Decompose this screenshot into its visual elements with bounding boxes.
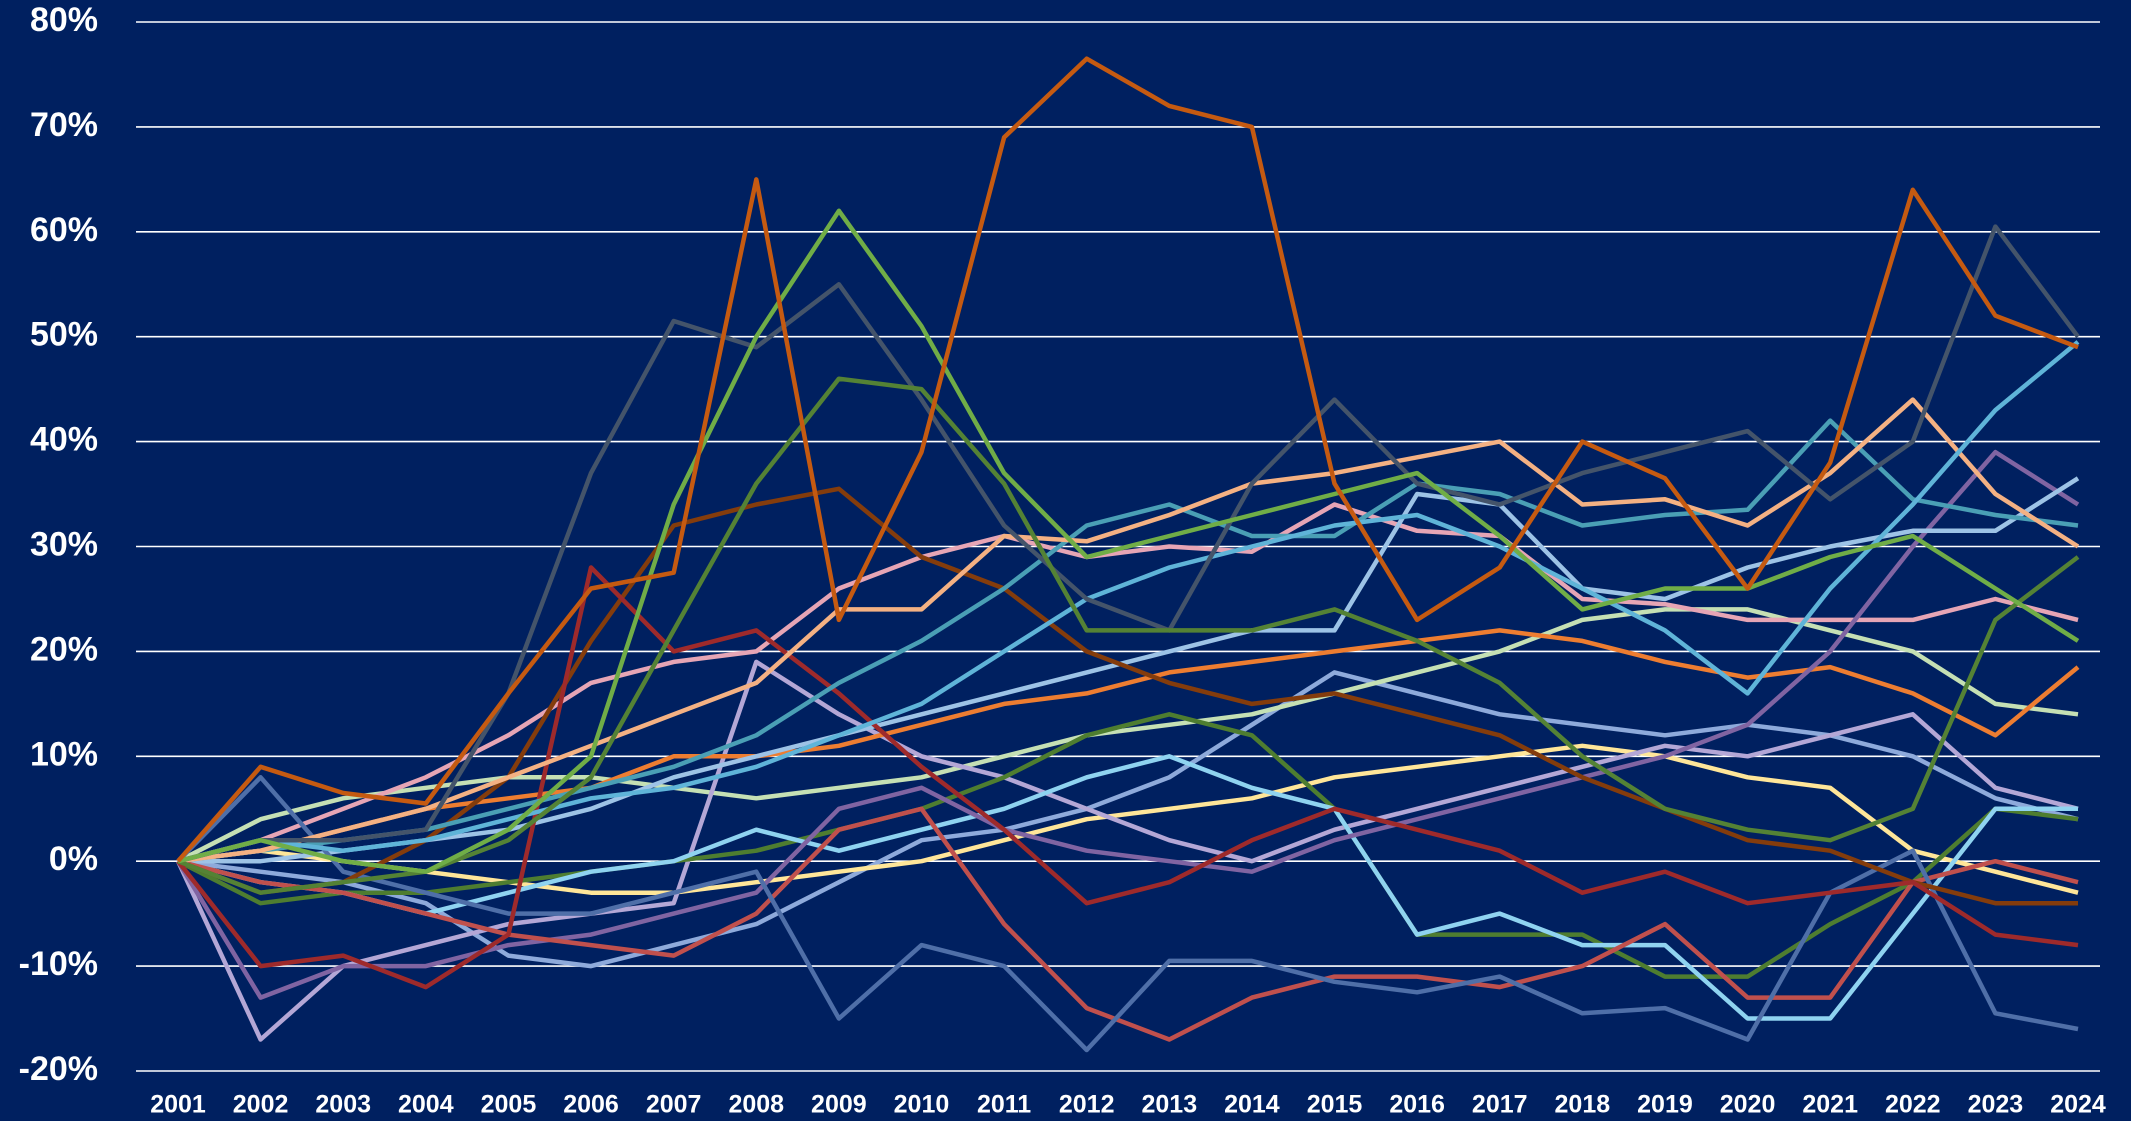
x-tick-label: 2019 [1637, 1091, 1693, 1119]
x-tick-label: 2015 [1307, 1091, 1363, 1119]
y-tick-label: 60% [30, 211, 98, 249]
x-tick-label: 2007 [646, 1091, 702, 1119]
series-line [177, 743, 2079, 895]
x-tick-label: 2012 [1059, 1091, 1115, 1119]
series-line [176, 775, 2079, 1053]
x-tick-label: 2008 [728, 1091, 784, 1119]
x-tick-label: 2010 [894, 1091, 950, 1119]
x-tick-label: 2013 [1141, 1091, 1197, 1119]
x-tick-label: 2017 [1472, 1091, 1528, 1119]
series-line [177, 397, 2080, 864]
x-tick-label: 2006 [563, 1091, 619, 1119]
x-tick-label: 2024 [2050, 1091, 2106, 1119]
y-tick-label: -20% [19, 1050, 98, 1088]
series-line [177, 224, 2080, 864]
y-tick-label: 40% [30, 421, 98, 459]
x-tick-label: 2018 [1555, 1091, 1611, 1119]
series-line [177, 806, 2079, 1042]
x-tick-label: 2005 [481, 1091, 537, 1119]
series-line [176, 449, 2080, 1000]
series-line [177, 486, 2078, 906]
series-line [176, 712, 2079, 979]
series-line [177, 502, 2079, 864]
x-tick-label: 2020 [1720, 1091, 1776, 1119]
x-tick-label: 2011 [977, 1091, 1031, 1119]
series-line [176, 565, 2079, 990]
y-tick-label: 0% [49, 840, 98, 878]
y-tick-label: 10% [30, 735, 98, 773]
x-tick-label: 2014 [1224, 1091, 1280, 1119]
x-tick-label: 2009 [811, 1091, 867, 1119]
series-line [177, 340, 2080, 864]
x-tick-label: 2003 [315, 1091, 371, 1119]
x-tick-label: 2002 [233, 1091, 289, 1119]
x-tick-label: 2021 [1802, 1091, 1858, 1119]
series-line [177, 376, 2080, 895]
x-tick-label: 2004 [398, 1091, 454, 1119]
y-tick-label: 70% [30, 106, 98, 144]
y-tick-label: 50% [30, 316, 98, 354]
y-tick-label: 30% [30, 525, 98, 563]
y-tick-label: 20% [30, 630, 98, 668]
y-tick-label: -10% [19, 945, 98, 983]
series-line [177, 418, 2079, 864]
y-tick-label: 80% [30, 1, 98, 39]
x-tick-label: 2016 [1389, 1091, 1445, 1119]
series-line [176, 56, 2079, 863]
x-tick-label: 2023 [1968, 1091, 2024, 1119]
series-line [177, 208, 2080, 874]
series-line [176, 607, 2079, 864]
x-tick-label: 2001 [150, 1091, 206, 1119]
series-line [175, 659, 2079, 1042]
x-tick-label: 2022 [1885, 1091, 1941, 1119]
